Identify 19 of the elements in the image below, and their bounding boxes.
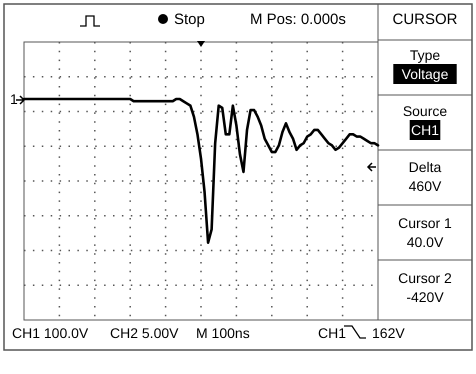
text: Delta [408,159,442,175]
text: Voltage [402,66,449,82]
text: CURSOR [392,11,458,28]
text: M 100ns [196,325,250,341]
text: Cursor 1 [398,215,452,231]
text: M Pos: 0.000s [250,11,346,28]
text: CH1 100.0V [12,325,89,341]
text: 40.0V [406,234,444,250]
text: CH1 [318,325,346,341]
text: 162V [372,325,406,341]
text: CH1 [410,122,440,138]
text: Cursor 2 [398,270,452,286]
text: Source [402,103,448,119]
text: Stop [174,11,205,28]
text: 460V [408,178,442,194]
text: 1 [10,91,18,107]
text: Type [410,47,440,63]
text: -420V [406,289,444,305]
text: CH2 5.00V [110,325,180,341]
